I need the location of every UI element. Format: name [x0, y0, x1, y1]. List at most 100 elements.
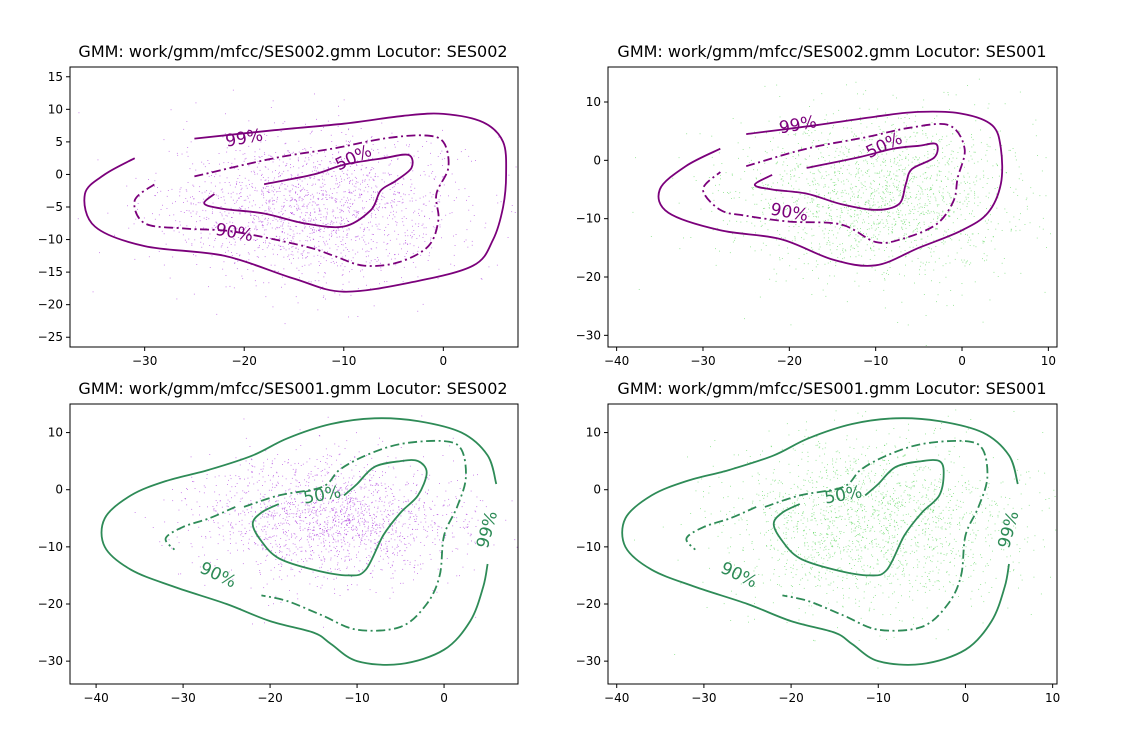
scatter-point [436, 496, 438, 498]
scatter-point [794, 236, 796, 238]
scatter-point [415, 223, 417, 225]
scatter-point [417, 573, 418, 574]
scatter-point [809, 210, 811, 212]
scatter-point [944, 164, 946, 166]
scatter-point [328, 501, 330, 503]
scatter-point [393, 186, 395, 188]
scatter-point [745, 199, 747, 201]
scatter-point [811, 200, 813, 202]
scatter-point [396, 511, 398, 513]
scatter-point [901, 159, 903, 160]
scatter-point [921, 206, 923, 208]
scatter-point [307, 508, 309, 510]
scatter-point [370, 530, 372, 532]
scatter-point [205, 537, 207, 539]
scatter-point [399, 201, 401, 202]
scatter-point [258, 473, 260, 475]
scatter-point [862, 219, 864, 221]
scatter-point [363, 521, 365, 523]
scatter-point [933, 212, 935, 214]
scatter-point [342, 166, 344, 168]
scatter-point [387, 217, 388, 219]
scatter-point [916, 224, 918, 226]
scatter-point [870, 215, 872, 216]
scatter-point [343, 99, 345, 101]
scatter-point [370, 214, 372, 216]
scatter-point [507, 237, 509, 238]
scatter-point [846, 84, 847, 86]
scatter-point [316, 522, 318, 524]
scatter-point [386, 281, 388, 282]
scatter-point [338, 516, 340, 518]
scatter-point [974, 151, 976, 153]
scatter-point [306, 523, 308, 524]
scatter-point [313, 502, 314, 503]
scatter-point [342, 283, 344, 285]
scatter-point [715, 248, 716, 250]
scatter-point [401, 508, 402, 509]
scatter-point [927, 247, 929, 248]
scatter-point [482, 500, 484, 502]
scatter-point [418, 500, 420, 502]
scatter-point [938, 204, 940, 206]
scatter-point [168, 150, 170, 152]
scatter-point [515, 166, 517, 168]
scatter-point [836, 249, 838, 251]
scatter-point [287, 503, 288, 505]
scatter-point [467, 543, 469, 545]
scatter-point [319, 186, 321, 188]
scatter-point [378, 223, 380, 225]
scatter-point [275, 559, 277, 560]
scatter-point [341, 223, 343, 225]
scatter-point [313, 538, 314, 540]
scatter-point [311, 185, 313, 186]
scatter-point [308, 473, 310, 475]
scatter-point [350, 180, 352, 181]
scatter-point [816, 212, 818, 214]
scatter-point [341, 504, 343, 506]
scatter-point [994, 248, 996, 250]
scatter-point [262, 526, 264, 528]
y-tick-label: −20 [38, 298, 63, 312]
scatter-point [276, 471, 278, 473]
scatter-point [899, 273, 900, 275]
scatter-point [406, 144, 407, 146]
scatter-point [894, 178, 895, 180]
scatter-point [348, 177, 350, 179]
scatter-point [199, 186, 201, 188]
scatter-point [900, 192, 902, 194]
scatter-point [913, 230, 915, 232]
scatter-point [364, 495, 366, 497]
scatter-point [177, 154, 179, 156]
scatter-point [241, 497, 243, 499]
scatter-point [330, 498, 332, 499]
scatter-point [266, 135, 268, 136]
scatter-point [295, 513, 297, 515]
scatter-point [397, 141, 399, 142]
scatter-point [931, 189, 932, 190]
scatter-point [272, 200, 273, 202]
scatter-point [362, 174, 364, 176]
scatter-point [484, 227, 486, 229]
scatter-point [890, 166, 892, 167]
scatter-point [926, 166, 928, 168]
scatter-point [925, 212, 927, 213]
scatter-point [986, 160, 988, 162]
scatter-point [868, 223, 870, 224]
scatter-point [855, 239, 857, 241]
scatter-point [878, 206, 880, 208]
scatter-point [813, 199, 815, 201]
scatter-point [900, 190, 901, 192]
scatter-point [992, 165, 994, 167]
scatter-point [731, 174, 733, 176]
contour-label: 99% [224, 125, 265, 151]
scatter-point [344, 540, 345, 542]
scatter-point [394, 191, 396, 192]
scatter-point [872, 180, 874, 182]
scatter-point [420, 568, 422, 570]
scatter-point [327, 522, 329, 524]
scatter-point [885, 219, 887, 221]
scatter-point [381, 195, 382, 197]
scatter-point [959, 208, 961, 210]
scatter-point [323, 558, 325, 560]
